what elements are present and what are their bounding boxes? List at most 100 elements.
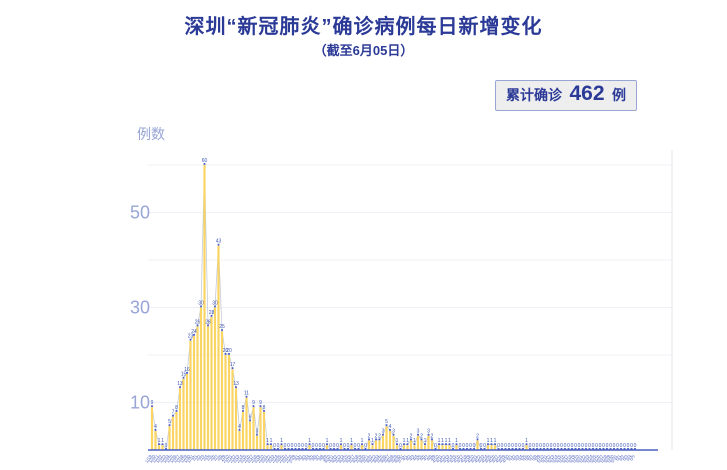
x-tick-label: 1/27 [172,453,181,463]
x-tick-label: 4/6 [418,453,426,461]
x-tick-label: 2/3 [198,453,206,461]
point-marker [298,448,300,450]
point-marker [595,448,598,450]
point-marker [172,414,174,417]
bar [227,355,231,450]
bar [189,340,192,450]
bar [350,445,353,450]
bar [416,435,420,450]
bar [392,435,395,450]
x-tick-label: 3/26 [379,453,388,463]
x-tick-label: 5/17 [561,453,570,463]
x-tick-label: 3/25 [375,453,384,463]
point-marker [623,448,626,450]
point-marker [207,324,209,327]
bar-value-label: 28 [209,310,215,316]
bar-value-label: 9 [259,400,262,406]
bar-value-label: 5 [385,419,388,425]
x-tick-label: 4/9 [429,453,437,461]
bar-value-label: 0 [613,443,616,449]
bar-value-label: 2 [420,433,423,439]
point-marker [578,448,580,450]
bar-value-label: 3 [382,429,385,435]
x-tick-label: 2/15 [239,453,248,463]
x-tick-label: 1/31 [186,453,195,463]
bar-value-label: 1 [396,438,399,444]
point-marker [550,448,552,450]
x-tick-label: 1/22 [155,453,164,463]
bar [360,445,364,450]
x-tick-label: 1/28 [176,453,185,463]
point-marker [483,448,486,450]
bar-value-label: 0 [585,443,588,449]
point-marker [459,448,461,450]
x-tick-label: 4/10 [431,453,440,463]
point-marker [200,305,202,308]
point-marker [469,448,472,450]
bar [413,445,416,450]
x-tick-label: 5/13 [547,453,556,463]
bar [430,440,434,450]
bar-value-label: 0 [319,443,322,449]
point-marker [501,448,503,450]
point-marker [420,438,423,441]
bar-value-label: 2 [431,433,434,439]
x-tick-label: 1/26 [169,453,178,463]
bar-value-label: 1 [494,438,497,444]
bar-value-label: 0 [357,443,360,449]
bar-value-label: 0 [543,443,546,449]
point-marker [305,448,307,450]
x-tick-label: 4/3 [408,453,416,461]
bar-value-label: 1 [326,438,329,444]
x-tick-label: 4/1 [401,453,409,461]
x-tick-label: 4/15 [449,453,458,463]
point-marker [280,443,283,446]
x-tick-label: 3/21 [361,453,370,463]
x-tick-label: 5/10 [536,453,545,463]
x-tick-label: 4/14 [445,453,454,463]
bar-value-label: 1 [413,438,416,444]
x-tick-label: 3/10 [323,453,332,463]
x-tick-label: 2/18 [249,453,258,463]
bar-value-label: 0 [588,443,591,449]
bar [525,445,528,450]
x-tick-label: 5/12 [543,453,552,463]
x-tick-label: 2/19 [253,453,262,463]
bar [381,435,385,450]
bar-value-label: 0 [287,443,290,449]
point-marker [368,438,370,441]
x-tick-label: 3/15 [340,453,349,463]
bar-value-label: 0 [466,443,469,449]
bar-value-label: 0 [532,443,535,449]
x-tick-label: 4/28 [494,453,503,463]
x-tick-label: 2/22 [263,453,272,463]
x-tick-label: 5/11 [540,453,549,463]
point-marker [308,443,311,446]
bar-value-label: 30 [212,300,218,306]
bar-value-label: 1 [403,438,406,444]
point-marker [525,443,528,446]
bar [154,431,157,450]
x-tick-label: 3/14 [337,453,346,463]
bar [231,369,234,450]
point-marker [287,448,290,450]
bar-value-label: 3 [427,429,430,435]
bar [367,440,371,450]
x-tick-label: 4/17 [456,453,465,463]
point-marker [333,448,335,450]
x-tick-label: 2/1 [191,453,199,461]
point-marker [620,448,622,450]
point-marker [630,448,633,450]
bar-value-label: 9 [151,400,154,406]
point-marker [193,334,195,336]
x-tick-label: 1/30 [183,453,192,463]
bar-value-label: 30 [198,300,204,306]
x-tick-label: 2/8 [215,453,223,461]
bar-value-label: 3 [417,429,420,435]
point-marker [238,429,241,431]
x-tick-label: 4/8 [425,453,433,461]
point-marker [536,448,538,450]
point-marker [336,448,339,450]
point-marker [179,386,181,389]
point-marker [259,405,262,408]
